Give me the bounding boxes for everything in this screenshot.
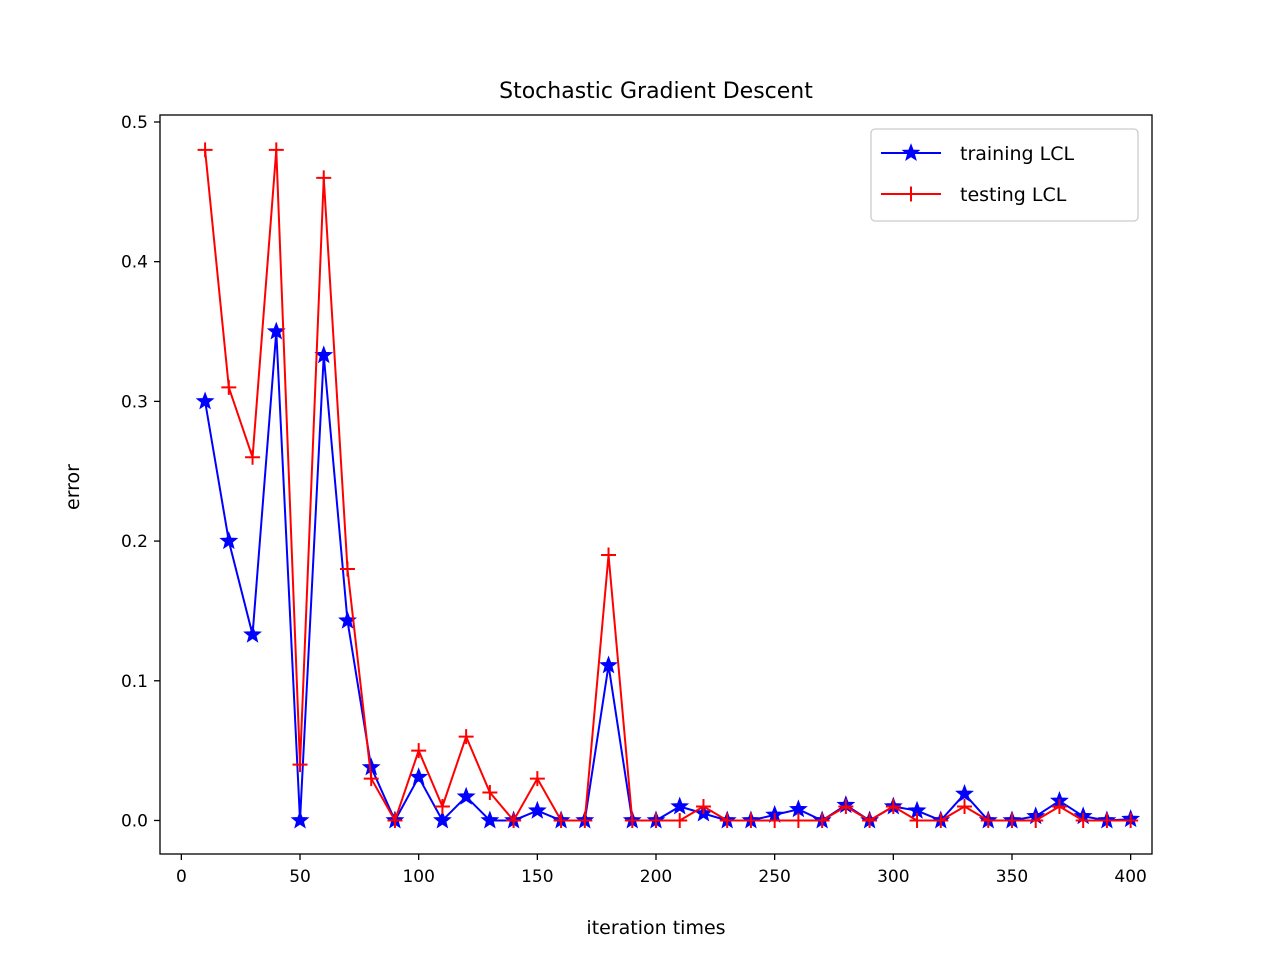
y-tick-label: 0.5: [121, 113, 148, 133]
data-point-1: [862, 812, 878, 828]
x-tick-label: 100: [402, 867, 434, 887]
data-point-0: [670, 796, 690, 815]
data-point-1: [245, 449, 261, 465]
data-point-1: [1123, 812, 1139, 828]
x-tick-label: 350: [996, 867, 1028, 887]
y-tick-label: 0.1: [121, 672, 148, 692]
data-point-0: [788, 799, 808, 818]
y-tick-label: 0.0: [121, 811, 148, 831]
series-line-0: [204, 330, 1131, 822]
data-point-0: [480, 810, 500, 829]
data-point-1: [434, 799, 450, 815]
data-point-1: [743, 812, 759, 828]
x-tick-label: 200: [640, 867, 672, 887]
data-point-1: [553, 812, 569, 828]
plot-frame: [159, 114, 1153, 855]
data-point-1: [814, 812, 830, 828]
data-point-1: [790, 812, 806, 828]
data-point-1: [577, 812, 593, 828]
x-tick-label: 150: [521, 867, 553, 887]
data-point-0: [599, 655, 618, 674]
series-1: [197, 142, 1139, 828]
chart-title: Stochastic Gradient Descent: [499, 79, 813, 104]
y-axis-label: error: [62, 464, 84, 510]
data-point-1: [672, 812, 688, 828]
data-point-0: [456, 786, 476, 805]
x-tick-label: 300: [877, 867, 909, 887]
data-point-1: [1051, 799, 1067, 815]
data-point-1: [601, 547, 617, 563]
x-tick-label: 400: [1114, 867, 1146, 887]
x-axis-label: iteration times: [586, 917, 725, 939]
data-point-0: [409, 767, 429, 786]
data-point-1: [933, 812, 949, 828]
x-tick-label: 50: [289, 867, 311, 887]
data-point-1: [1004, 812, 1020, 828]
data-point-1: [1075, 812, 1091, 828]
series-line-1: [204, 148, 1131, 822]
data-point-0: [290, 810, 310, 829]
data-point-0: [195, 391, 215, 410]
data-point-1: [980, 812, 996, 828]
data-point-0: [527, 800, 547, 819]
data-point-1: [1028, 812, 1044, 828]
data-point-1: [221, 379, 237, 395]
data-point-1: [411, 743, 427, 759]
x-tick-label: 250: [758, 867, 790, 887]
data-point-0: [219, 531, 239, 550]
data-point-0: [955, 784, 974, 802]
data-point-1: [695, 799, 711, 815]
data-point-1: [458, 729, 474, 745]
data-point-1: [339, 561, 355, 577]
data-point-1: [506, 812, 522, 828]
data-point-1: [957, 799, 973, 815]
data-point-1: [316, 170, 332, 186]
data-point-1: [529, 771, 545, 787]
data-point-0: [432, 810, 452, 829]
y-tick-label: 0.4: [121, 253, 148, 273]
data-point-1: [624, 812, 640, 828]
legend-label-training: training LCL: [960, 143, 1074, 165]
legend-label-testing: testing LCL: [960, 184, 1067, 206]
data-point-1: [363, 771, 379, 787]
data-point-0: [243, 624, 262, 643]
data-point-1: [197, 142, 213, 158]
x-tick-label: 0: [176, 867, 187, 887]
data-point-1: [719, 812, 735, 828]
legend-marker-1: [903, 186, 919, 202]
data-point-1: [767, 812, 783, 828]
data-point-1: [482, 785, 498, 801]
legend-marker-0: [901, 143, 921, 162]
data-point-1: [268, 142, 284, 158]
data-point-1: [909, 812, 925, 828]
y-tick-label: 0.2: [121, 532, 148, 552]
data-point-1: [1099, 812, 1115, 828]
data-point-1: [838, 799, 854, 815]
y-tick-label: 0.3: [121, 392, 148, 412]
data-point-1: [387, 812, 403, 828]
data-point-1: [292, 757, 308, 773]
data-point-1: [885, 799, 901, 815]
data-point-1: [648, 812, 664, 828]
legend: training LCL testing LCL: [870, 128, 1139, 222]
